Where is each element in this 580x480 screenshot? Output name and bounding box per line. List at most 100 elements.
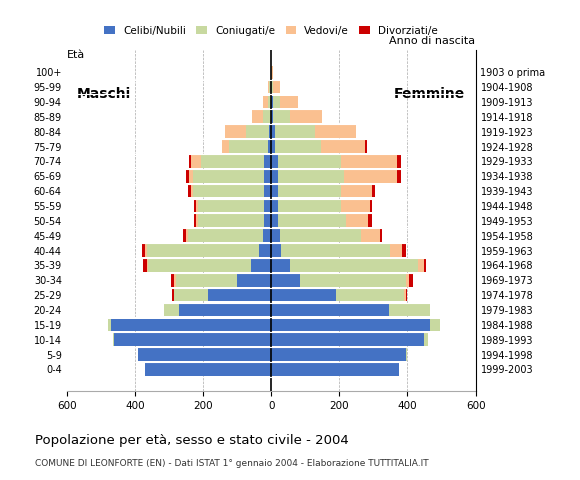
Bar: [409, 274, 412, 287]
Bar: [406, 274, 409, 287]
Bar: [278, 170, 345, 182]
Bar: [193, 185, 264, 197]
Bar: [268, 140, 271, 153]
Bar: [425, 333, 428, 346]
Bar: [278, 215, 346, 227]
Bar: [403, 244, 406, 257]
Bar: [191, 155, 201, 168]
Bar: [196, 200, 198, 212]
Bar: [252, 110, 263, 123]
Bar: [271, 200, 278, 212]
Bar: [271, 215, 278, 227]
Bar: [171, 274, 174, 287]
Bar: [194, 215, 196, 227]
Bar: [145, 244, 147, 257]
Bar: [372, 185, 375, 197]
Bar: [280, 96, 298, 108]
Bar: [271, 259, 290, 272]
Bar: [259, 244, 271, 257]
Bar: [406, 348, 407, 361]
Bar: [430, 319, 440, 331]
Text: Popolazione per età, sesso e stato civile - 2004: Popolazione per età, sesso e stato civil…: [35, 434, 349, 447]
Bar: [143, 259, 147, 272]
Bar: [142, 244, 145, 257]
Bar: [270, 125, 271, 138]
Bar: [271, 96, 273, 108]
Bar: [208, 289, 271, 301]
Bar: [191, 185, 193, 197]
Bar: [194, 200, 196, 212]
Bar: [172, 289, 174, 301]
Bar: [174, 274, 176, 287]
Bar: [278, 200, 341, 212]
Bar: [271, 304, 389, 316]
Bar: [268, 81, 270, 94]
Text: Anno di nascita: Anno di nascita: [390, 36, 476, 46]
Bar: [198, 215, 264, 227]
Bar: [264, 170, 271, 182]
Bar: [273, 96, 280, 108]
Bar: [201, 155, 264, 168]
Bar: [271, 274, 300, 287]
Bar: [271, 125, 274, 138]
Bar: [271, 289, 336, 301]
Bar: [389, 304, 430, 316]
Bar: [290, 110, 322, 123]
Bar: [390, 244, 403, 257]
Bar: [271, 185, 278, 197]
Bar: [147, 259, 148, 272]
Bar: [321, 140, 365, 153]
Bar: [346, 215, 368, 227]
Bar: [179, 304, 271, 316]
Bar: [406, 289, 407, 301]
Bar: [174, 289, 208, 301]
Bar: [264, 155, 271, 168]
Bar: [222, 140, 229, 153]
Bar: [188, 229, 263, 242]
Bar: [245, 125, 270, 138]
Bar: [290, 259, 418, 272]
Bar: [183, 229, 186, 242]
Bar: [138, 348, 271, 361]
Bar: [345, 170, 397, 182]
Bar: [418, 259, 425, 272]
Bar: [186, 229, 188, 242]
Bar: [111, 319, 271, 331]
Bar: [404, 289, 406, 301]
Bar: [107, 319, 111, 331]
Bar: [368, 215, 372, 227]
Bar: [271, 155, 278, 168]
Bar: [336, 289, 404, 301]
Bar: [397, 170, 401, 182]
Bar: [268, 96, 271, 108]
Bar: [271, 363, 399, 376]
Bar: [316, 125, 356, 138]
Bar: [251, 259, 271, 272]
Bar: [341, 200, 370, 212]
Bar: [263, 229, 271, 242]
Bar: [189, 170, 193, 182]
Bar: [113, 333, 114, 346]
Text: Età: Età: [67, 50, 85, 60]
Bar: [189, 155, 191, 168]
Bar: [370, 200, 372, 212]
Bar: [193, 170, 264, 182]
Bar: [274, 140, 321, 153]
Text: Femmine: Femmine: [394, 87, 465, 101]
Legend: Celibi/Nubili, Coniugati/e, Vedovi/e, Divorziati/e: Celibi/Nubili, Coniugati/e, Vedovi/e, Di…: [100, 22, 442, 40]
Bar: [198, 200, 264, 212]
Bar: [271, 333, 425, 346]
Bar: [365, 140, 367, 153]
Bar: [271, 140, 274, 153]
Bar: [164, 304, 179, 316]
Bar: [148, 259, 251, 272]
Bar: [114, 333, 271, 346]
Bar: [186, 170, 189, 182]
Bar: [278, 185, 341, 197]
Bar: [300, 274, 406, 287]
Bar: [271, 319, 430, 331]
Bar: [263, 96, 268, 108]
Bar: [271, 110, 273, 123]
Bar: [271, 81, 273, 94]
Bar: [237, 274, 271, 287]
